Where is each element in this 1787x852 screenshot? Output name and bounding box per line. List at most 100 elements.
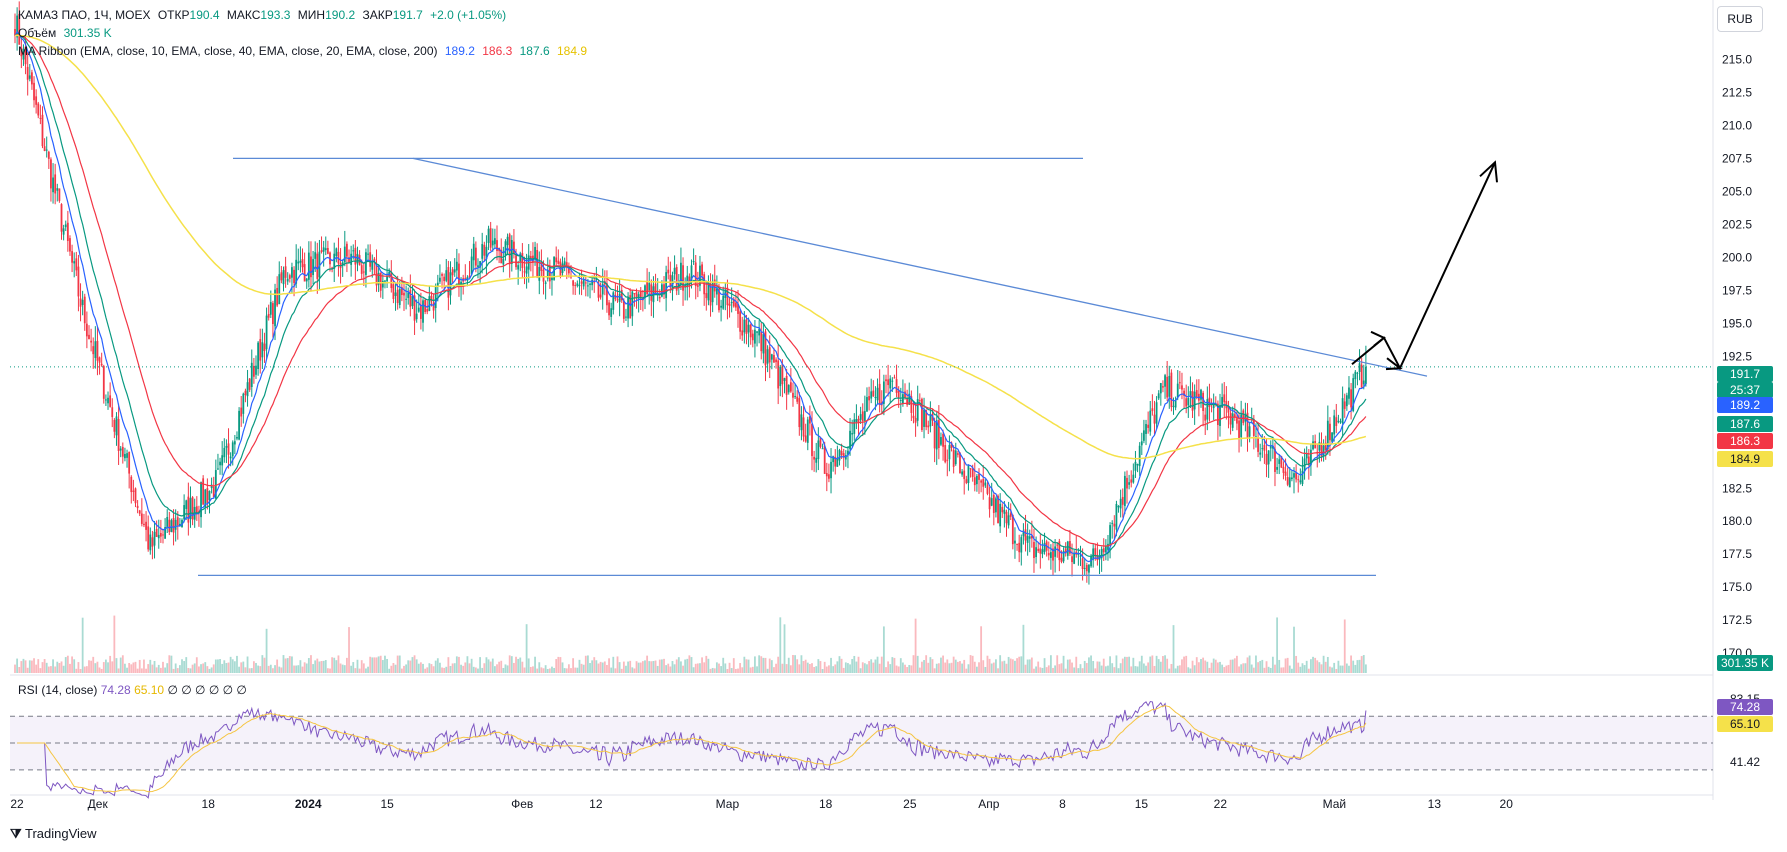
candle-body: [1066, 541, 1069, 556]
candle-body: [434, 286, 437, 309]
volume-bar: [675, 659, 678, 673]
currency-button[interactable]: RUB: [1717, 6, 1763, 32]
rsi-tag: 74.28: [1717, 699, 1773, 715]
volume-bar: [834, 664, 837, 673]
candle-body: [1335, 417, 1338, 426]
volume-bar: [851, 659, 854, 673]
candle-body: [1329, 423, 1331, 441]
volume-label: Объём: [18, 26, 57, 40]
candle-body: [348, 257, 350, 263]
tradingview-watermark[interactable]: ⧩ TradingView: [10, 826, 97, 842]
candle-body: [832, 456, 835, 463]
candle-body: [849, 430, 851, 450]
candle-body: [866, 397, 868, 412]
candle-body: [534, 246, 536, 260]
volume-bar: [1360, 656, 1363, 673]
volume-bar: [1162, 656, 1164, 673]
candle-body: [1360, 364, 1363, 388]
candle-body: [925, 410, 928, 428]
volume-bar: [407, 660, 410, 673]
volume-bar: [565, 668, 568, 673]
candle-body: [1303, 458, 1306, 471]
candle-body: [487, 228, 490, 243]
candle-body: [1071, 556, 1073, 563]
candle-body: [1286, 477, 1289, 485]
candle-body: [134, 488, 137, 504]
volume-bar: [202, 663, 205, 673]
candle-body: [910, 396, 913, 413]
volume-bar: [567, 664, 570, 673]
volume-bar: [1126, 656, 1128, 673]
candle-body: [164, 526, 166, 539]
volume-bar: [882, 626, 885, 673]
candle-body: [1104, 545, 1107, 553]
volume-bar: [392, 663, 395, 673]
rsi-legend-rest: ∅ ∅ ∅ ∅ ∅ ∅: [167, 683, 247, 697]
volume-bar: [1202, 657, 1205, 673]
volume-bar: [1246, 657, 1249, 673]
volume-bar: [1170, 663, 1173, 673]
volume-bar: [394, 664, 397, 673]
candle-body: [1358, 363, 1361, 372]
candle-body: [1223, 394, 1226, 403]
volume-bar: [904, 664, 906, 673]
volume-bar: [663, 658, 665, 673]
volume-bar: [631, 667, 634, 673]
candle-body: [751, 333, 754, 341]
candle-body: [394, 292, 397, 297]
candle-body: [1033, 542, 1035, 559]
candle-body: [572, 280, 575, 286]
candle-body: [430, 295, 433, 302]
volume-bar: [1288, 665, 1291, 673]
candle-body: [60, 204, 63, 232]
volume-bar: [1176, 665, 1179, 673]
candle-body: [965, 479, 968, 483]
volume-bar: [483, 663, 486, 673]
candle-body: [921, 398, 923, 430]
candle-body: [893, 377, 896, 379]
volume-bar: [644, 660, 646, 673]
volume-bar: [1290, 668, 1293, 673]
volume-bar: [1073, 667, 1076, 673]
candle-body: [986, 485, 989, 494]
volume-bar: [284, 658, 287, 673]
volume-bar: [808, 664, 811, 673]
volume-bar: [489, 661, 492, 673]
volume-bar: [1001, 661, 1004, 673]
candle-body: [639, 291, 642, 299]
volume-bar: [758, 655, 761, 673]
volume-bar: [946, 659, 949, 673]
price-tick-label: 172.5: [1722, 613, 1752, 627]
candle-body: [335, 248, 338, 257]
volume-bar: [231, 659, 234, 673]
volume-bar: [743, 656, 746, 673]
candle-body: [942, 433, 944, 447]
volume-bar: [77, 662, 80, 673]
candle-body: [661, 284, 663, 297]
candle-body: [373, 258, 376, 262]
volume-bar: [1037, 661, 1040, 673]
volume-bar: [1062, 655, 1065, 673]
ema10-line: [14, 30, 1367, 563]
candle-body: [618, 293, 621, 303]
candle-body: [257, 342, 260, 369]
volume-bar: [474, 667, 477, 673]
volume-bar: [754, 656, 756, 673]
volume-bar: [572, 658, 575, 673]
volume-bar: [1263, 667, 1266, 673]
candle-body: [863, 411, 866, 421]
candle-body: [1100, 549, 1103, 559]
volume-bar: [954, 659, 957, 673]
candle-body: [126, 453, 128, 458]
candle-body: [238, 410, 240, 440]
time-tick-label: 18: [202, 797, 216, 811]
volume-bar: [267, 665, 270, 673]
volume-bar: [1312, 656, 1314, 673]
volume-bar: [468, 663, 471, 673]
volume-bar: [136, 668, 139, 673]
volume-bar: [971, 655, 974, 673]
candle-body: [272, 303, 274, 325]
candle-body: [984, 482, 987, 486]
candle-body: [798, 398, 801, 428]
